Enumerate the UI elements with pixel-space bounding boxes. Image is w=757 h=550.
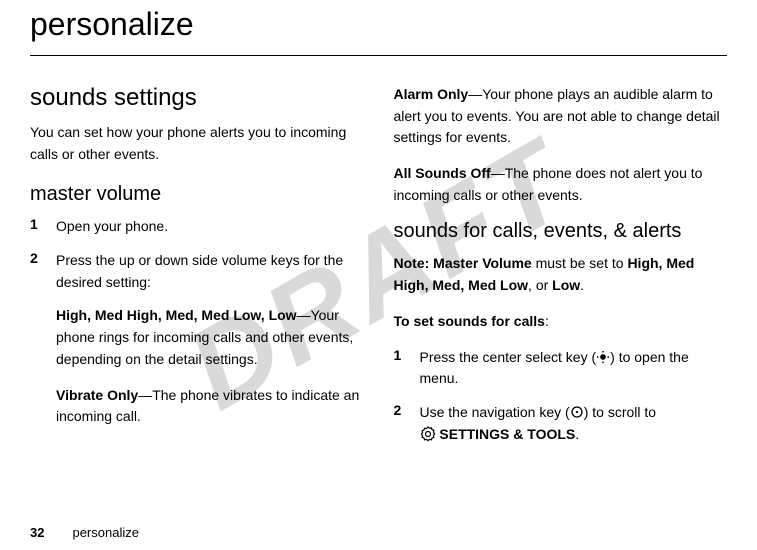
alarm-only-para: Alarm Only—Your phone plays an audible a… [394, 84, 728, 149]
note-low: Low [552, 277, 580, 293]
page-title: personalize [30, 0, 727, 56]
section-heading-sounds-settings: sounds settings [30, 84, 364, 112]
page-number: 32 [30, 525, 44, 540]
vibrate-only-para: Vibrate Only—The phone vibrates to indic… [56, 385, 364, 428]
step-body: Press the up or down side volume keys fo… [56, 250, 364, 293]
note-para: Note: Master Volume must be set to High,… [394, 253, 728, 296]
two-column-layout: sounds settings You can set how your pho… [30, 84, 727, 457]
step-number: 1 [394, 347, 406, 390]
note-mid: must be set to [532, 255, 628, 271]
step2-text-b: ) to scroll to [584, 404, 656, 420]
volume-levels-list: High, Med High, Med, Med Low, Low [56, 307, 297, 323]
subheading-sounds-for-calls: sounds for calls, events, & alerts [394, 220, 728, 243]
step-number: 2 [30, 250, 42, 293]
to-set-sounds-label: To set sounds for calls [394, 313, 545, 329]
volume-levels-para: High, Med High, Med, Med Low, Low—Your p… [56, 305, 364, 370]
step1-text-a: Press the center select key ( [420, 349, 597, 365]
right-step-1: 1 Press the center select key () to open… [394, 347, 728, 390]
footer-label: personalize [72, 525, 139, 540]
settings-tools-icon [420, 426, 436, 442]
note-master-volume: Master Volume [433, 255, 532, 271]
note-end: . [580, 277, 584, 293]
note-prefix: Note: [394, 255, 434, 271]
navigation-key-icon [570, 405, 584, 419]
to-set-sounds-colon: : [545, 313, 549, 329]
subheading-master-volume: master volume [30, 183, 364, 206]
right-step-2: 2 Use the navigation key ( ) to scroll to… [394, 402, 728, 445]
settings-tools-label: SETTINGS & TOOLS [439, 426, 575, 442]
step-body: Press the center select key () to open t… [420, 347, 728, 390]
to-set-sounds-para: To set sounds for calls: [394, 311, 728, 333]
right-column: Alarm Only—Your phone plays an audible a… [394, 84, 728, 457]
step2-text-a: Use the navigation key ( [420, 404, 570, 420]
step-body: Use the navigation key ( ) to scroll to S… [420, 402, 728, 445]
left-column: sounds settings You can set how your pho… [30, 84, 364, 457]
step2-text-d: . [575, 426, 579, 442]
vibrate-only-label: Vibrate Only [56, 387, 138, 403]
section-intro: You can set how your phone alerts you to… [30, 122, 364, 165]
step-number: 1 [30, 216, 42, 238]
step-2: 2 Press the up or down side volume keys … [30, 250, 364, 293]
all-sounds-off-label: All Sounds Off [394, 165, 491, 181]
page-content: personalize sounds settings You can set … [0, 0, 757, 457]
step-body: Open your phone. [56, 216, 364, 238]
step-1: 1 Open your phone. [30, 216, 364, 238]
step-number: 2 [394, 402, 406, 445]
page-footer: 32 personalize [30, 525, 139, 540]
note-or: , or [528, 277, 552, 293]
all-sounds-off-para: All Sounds Off—The phone does not alert … [394, 163, 728, 206]
alarm-only-label: Alarm Only [394, 86, 469, 102]
center-select-key-icon [596, 350, 610, 364]
